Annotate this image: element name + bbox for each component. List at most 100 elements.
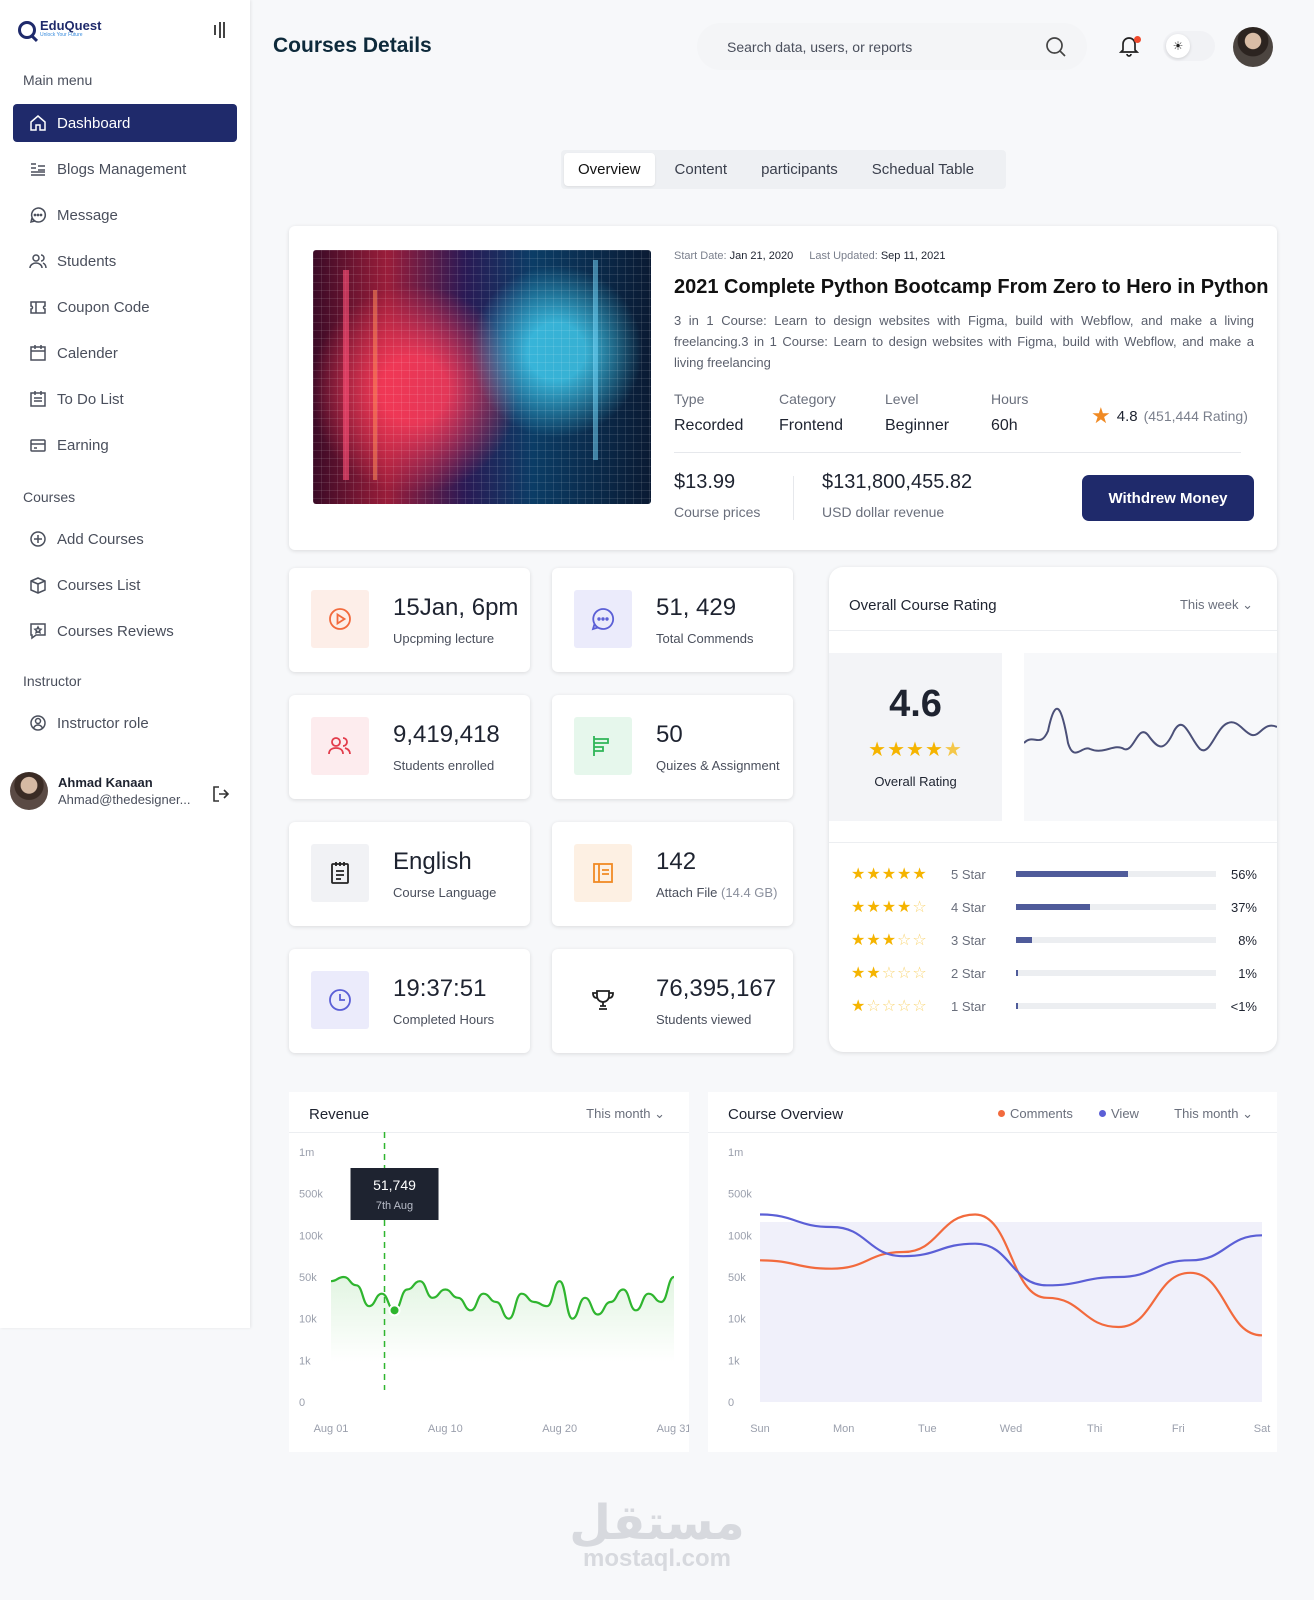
- rating-bar-track: [1016, 871, 1216, 877]
- revenue-y-tick: 1k: [299, 1355, 311, 1367]
- revenue-point-highlight[interactable]: [388, 1304, 401, 1317]
- rating-period-select[interactable]: This week ⌄: [1180, 597, 1253, 613]
- sidebar-item-courses-reviews[interactable]: Courses Reviews: [13, 612, 237, 650]
- rating-card-title: Overall Course Rating: [849, 597, 997, 614]
- sidebar-item-label: Calender: [57, 344, 118, 362]
- rating-breakdown-row: ★☆☆☆☆ 1 Star <1%: [851, 996, 1257, 1016]
- notification-bell-icon[interactable]: [1119, 35, 1139, 57]
- stars-icon: ★☆☆☆☆: [851, 998, 928, 1015]
- stars-icon: ★★★☆☆: [851, 932, 928, 949]
- revenue-x-tick: Aug 10: [428, 1423, 463, 1435]
- price-label: Course prices: [674, 504, 761, 520]
- sidebar-item-message[interactable]: Message: [13, 196, 237, 234]
- course-summary-card: Start Date: Jan 21, 2020 Last Updated: S…: [289, 226, 1277, 550]
- sidebar-item-label: To Do List: [57, 390, 124, 408]
- attr-level: Level Beginner: [885, 391, 949, 435]
- overview-x-tick: Mon: [833, 1423, 854, 1435]
- rating-breakdown-row: ★★★★☆ 4 Star 37%: [851, 897, 1257, 917]
- search-input[interactable]: Search data, users, or reports: [697, 23, 1087, 70]
- user-profile[interactable]: Ahmad Kanaan Ahmad@thedesigner...: [10, 772, 190, 810]
- box-icon: [29, 576, 47, 594]
- stat-label-text: Total Commends: [656, 631, 754, 646]
- play-icon: [311, 590, 369, 648]
- message-icon: [29, 206, 47, 224]
- sidebar-item-dashboard[interactable]: Dashboard: [13, 104, 237, 142]
- rating-row-percent: 8%: [1238, 932, 1257, 948]
- overall-score-label: Overall Rating: [874, 774, 957, 789]
- revenue-x-tick: Aug 20: [542, 1423, 577, 1435]
- logout-icon[interactable]: [212, 785, 230, 803]
- header-avatar[interactable]: [1233, 27, 1273, 67]
- course-rating: ★ 4.8 (451,444 Rating): [1091, 403, 1248, 429]
- sidebar-item-instructor-role[interactable]: Instructor role: [13, 704, 237, 742]
- rating-row-percent: 37%: [1230, 899, 1257, 915]
- revenue-chart-title: Revenue: [309, 1106, 370, 1123]
- overall-score: 4.6: [889, 683, 942, 725]
- updated-date-label: Last Updated:: [809, 250, 878, 262]
- series-line-view: [759, 1213, 1263, 1287]
- search-icon[interactable]: [1045, 36, 1067, 58]
- tab-overview[interactable]: Overview: [564, 153, 655, 186]
- legend-view[interactable]: View: [1099, 1106, 1139, 1121]
- rating-row-percent: <1%: [1230, 998, 1257, 1014]
- tooltip-label: 7th Aug: [376, 1200, 413, 1212]
- rating-breakdown-row: ★★★★★ 5 Star 56%: [851, 864, 1257, 884]
- course-overview-line-chart: 1m 500k 100k 50k 10k 1k 0 Sun Mon Tue Wed Thi Fri Sat: [728, 1147, 1270, 1435]
- stat-label-text: Course Language: [393, 885, 497, 900]
- rating-row-percent: 56%: [1230, 866, 1257, 882]
- revenue-y-tick: 100k: [299, 1230, 323, 1242]
- stat-card: 142 Attach File (14.4 GB): [552, 822, 793, 926]
- sidebar-item-earning[interactable]: Earning: [13, 426, 237, 464]
- revenue-area: [331, 1277, 674, 1362]
- sidebar-item-add-courses[interactable]: Add Courses: [13, 520, 237, 558]
- overview-y-tick: 0: [728, 1397, 734, 1409]
- legend-dot: [998, 1110, 1005, 1117]
- rating-bar-track: [1016, 937, 1216, 943]
- calendar-icon: [29, 344, 47, 362]
- legend-comments[interactable]: Comments: [998, 1106, 1073, 1121]
- revenue-line-chart: 1m 500k 100k 50k 10k 1k 0 Aug 01 Aug 10 Aug 20 Aug…: [299, 1132, 689, 1435]
- stat-label-text: Students enrolled: [393, 758, 495, 773]
- sun-icon: ☀: [1166, 34, 1190, 58]
- stat-card: 15Jan, 6pm Upcpming lecture: [289, 568, 530, 672]
- revenue-period-select[interactable]: This month ⌄: [586, 1106, 665, 1122]
- theme-toggle[interactable]: ☀: [1163, 31, 1215, 61]
- withdraw-money-button[interactable]: Withdrew Money: [1082, 475, 1254, 521]
- sidebar-item-students[interactable]: Students: [13, 242, 237, 280]
- overview-period-select[interactable]: This month ⌄: [1174, 1106, 1253, 1122]
- overview-y-tick: 50k: [728, 1272, 746, 1284]
- revenue-value: $131,800,455.82: [822, 471, 973, 493]
- rating-row-label: 1 Star: [951, 998, 986, 1014]
- sidebar-item-label: Courses List: [57, 576, 141, 594]
- attr-label: Hours: [991, 391, 1029, 407]
- profile-name: Ahmad Kanaan: [58, 775, 153, 790]
- todo-icon: [29, 390, 47, 408]
- star-icon: ★: [1091, 403, 1111, 428]
- stars-icon: ★★☆☆☆: [851, 965, 928, 982]
- tab-schedual-table[interactable]: Schedual Table: [871, 161, 975, 178]
- sidebar-item-to-do-list[interactable]: To Do List: [13, 380, 237, 418]
- sidebar-item-courses-list[interactable]: Courses List: [13, 566, 237, 604]
- price-value: $13.99: [674, 471, 736, 493]
- sidebar-item-blogs-management[interactable]: Blogs Management: [13, 150, 237, 188]
- sidebar-item-label: Dashboard: [57, 114, 131, 132]
- tab-content[interactable]: Content: [674, 161, 728, 178]
- file-icon: [574, 844, 632, 902]
- tab-participants[interactable]: participants: [761, 161, 838, 178]
- divider: [708, 1132, 1277, 1133]
- rating-row-label: 2 Star: [951, 965, 986, 981]
- brand-name: EduQuest: [40, 18, 102, 33]
- rating-bar-fill: [1016, 937, 1032, 943]
- stars-icon: ★★★★☆: [851, 899, 928, 916]
- page-title: Courses Details: [273, 34, 432, 57]
- course-title: 2021 Complete Python Bootcamp From Zero …: [674, 276, 1269, 298]
- rating-count: (451,444 Rating): [1143, 408, 1248, 424]
- sidebar-item-calender[interactable]: Calender: [13, 334, 237, 372]
- sidebar-item-coupon-code[interactable]: Coupon Code: [13, 288, 237, 326]
- collapse-sidebar-icon[interactable]: [212, 22, 226, 38]
- stat-value: 76,395,167: [656, 975, 777, 1002]
- brand-logo[interactable]: EduQuest Unlock Your Future: [18, 18, 102, 39]
- rating-row-label: 3 Star: [951, 932, 986, 948]
- revenue-series-line: [330, 1275, 675, 1320]
- updated-date: Sep 11, 2021: [880, 250, 946, 262]
